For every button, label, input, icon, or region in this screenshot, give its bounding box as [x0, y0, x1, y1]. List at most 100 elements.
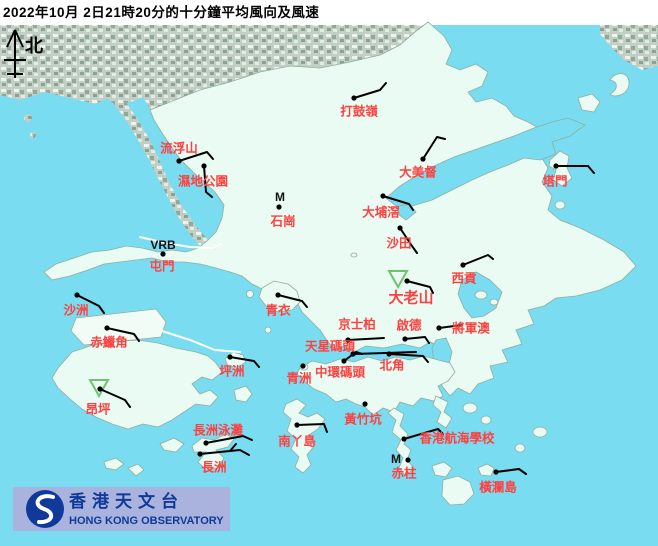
- station-sha-chau: 沙洲: [63, 292, 105, 318]
- bridges: [139, 236, 241, 353]
- station-dot: [201, 163, 207, 169]
- station-dot: [227, 354, 233, 360]
- station-dot: [362, 401, 368, 407]
- lantau-link-bridge: [161, 330, 241, 353]
- station-dot: [380, 193, 386, 199]
- station-dot: [160, 251, 166, 257]
- station-cheung-chau-beach: 長洲泳灘: [193, 423, 253, 446]
- wind-barb: [229, 443, 237, 452]
- lantau-island: [51, 339, 223, 430]
- station-label: 長洲泳灘: [193, 423, 244, 438]
- station-label: 南丫島: [278, 434, 316, 449]
- station-tag: M: [275, 190, 285, 204]
- station-label: 將軍澳: [452, 321, 490, 336]
- stanley-peninsula: [387, 407, 415, 477]
- triangle-marker-icon: [88, 379, 110, 399]
- wind-barb: [296, 423, 328, 433]
- soko-islands: [103, 457, 125, 471]
- station-label: 西貢: [451, 272, 477, 286]
- station-dot: [276, 204, 282, 210]
- station-dot: [397, 225, 403, 231]
- station-north-point: 北角: [379, 351, 429, 373]
- station-dot: [97, 386, 103, 392]
- wind-barb: [382, 195, 414, 211]
- station-stanley: M赤柱: [391, 452, 417, 481]
- station-dot: [420, 156, 426, 162]
- station-dot: [386, 351, 392, 357]
- station-label: 濕地公園: [178, 174, 228, 189]
- wind-barb: [178, 151, 214, 162]
- station-label: 屯門: [149, 259, 174, 274]
- airport-island: [70, 308, 167, 346]
- wind-barb: [404, 336, 430, 344]
- station-dot: [300, 363, 306, 369]
- hei-ling-chau-island: [233, 385, 253, 403]
- lamma-island-shape: [282, 398, 326, 474]
- station-label: 打鼓嶺: [340, 104, 378, 119]
- waglan-islet: [477, 463, 495, 477]
- station-dot: [405, 457, 411, 463]
- station-dot: [197, 451, 203, 457]
- station-waglan-island: 橫瀾島: [479, 468, 527, 495]
- station-ngong-ping: 昂坪: [85, 379, 131, 417]
- station-dot: [493, 469, 499, 475]
- triangle-marker-icon: [387, 270, 409, 290]
- station-label: 流浮山: [160, 141, 198, 156]
- wind-barb: [229, 356, 260, 368]
- wind-barb: [399, 227, 418, 254]
- wind-barb: [347, 337, 385, 341]
- north-label: 北: [25, 36, 43, 56]
- station-chek-lap-kok: 赤鱲角: [90, 325, 140, 350]
- page-title: 2022年10月 2日21時20分的十分鐘平均風向及風速: [0, 0, 658, 25]
- wind-barb: [199, 449, 250, 456]
- station-dot: [404, 278, 410, 284]
- logo-english-text: HONG KONG OBSERVATORY: [69, 515, 224, 527]
- station-dot: [402, 336, 408, 342]
- station-wong-chuk-hang: 黃竹坑: [343, 401, 382, 427]
- station-lamma-island: 南丫島: [278, 422, 328, 449]
- station-kings-park: 京士柏: [338, 317, 385, 343]
- kau-yi-chau-islet: [264, 326, 272, 334]
- station-label: 青洲: [286, 371, 311, 386]
- wind-barb: [277, 294, 308, 308]
- station-label: 石崗: [269, 214, 295, 229]
- station-tai-mei-tuk: 大美督: [399, 136, 446, 180]
- station-lau-fau-shan: 流浮山: [160, 141, 214, 164]
- station-sai-kung: 西貢: [451, 254, 494, 286]
- station-label: 中環碼頭: [315, 365, 366, 380]
- station-tag: VRB: [150, 238, 176, 252]
- station-label: 青衣: [265, 303, 291, 318]
- deep-bay-bridge: [139, 236, 222, 250]
- station-cheung-chau: 長洲: [197, 443, 250, 475]
- station-central-pier: 中環碼頭: [315, 351, 366, 380]
- station-label: 啟德: [396, 318, 422, 333]
- station-tsing-yi: 青衣: [265, 292, 308, 318]
- station-dot: [74, 292, 80, 298]
- station-dot: [460, 262, 466, 268]
- wind-barb: [406, 280, 434, 294]
- station-dot: [401, 436, 407, 442]
- station-kai-tak: 啟德: [396, 318, 430, 344]
- station-sha-tin: 沙田: [386, 225, 418, 254]
- tap-mun-island: [548, 150, 573, 187]
- station-dot: [553, 163, 559, 169]
- station-tuen-mun: VRB 屯門: [149, 238, 176, 274]
- wind-barb: [438, 324, 463, 329]
- station-label: 京士柏: [338, 317, 376, 332]
- wind-barb: [203, 165, 213, 198]
- station-shek-kong: M 石崗: [269, 190, 295, 229]
- station-ta-kwu-ling: 打鼓嶺: [340, 82, 387, 119]
- station-peng-chau: 坪洲: [219, 354, 260, 379]
- station-label: 沙田: [386, 237, 411, 251]
- wind-barb: [99, 388, 131, 408]
- station-label: 長洲: [201, 460, 226, 475]
- station-label: 大老山: [388, 289, 433, 307]
- station-dot: [104, 325, 110, 331]
- station-tag: M: [391, 452, 401, 466]
- tolo-harbour: [385, 117, 586, 207]
- wind-barb: [555, 165, 595, 174]
- hko-logo-swirl: [35, 494, 55, 525]
- station-label: 天星碼頭: [305, 339, 356, 354]
- shek-kwu-chau-island: [159, 437, 185, 453]
- wind-barb: [495, 468, 527, 475]
